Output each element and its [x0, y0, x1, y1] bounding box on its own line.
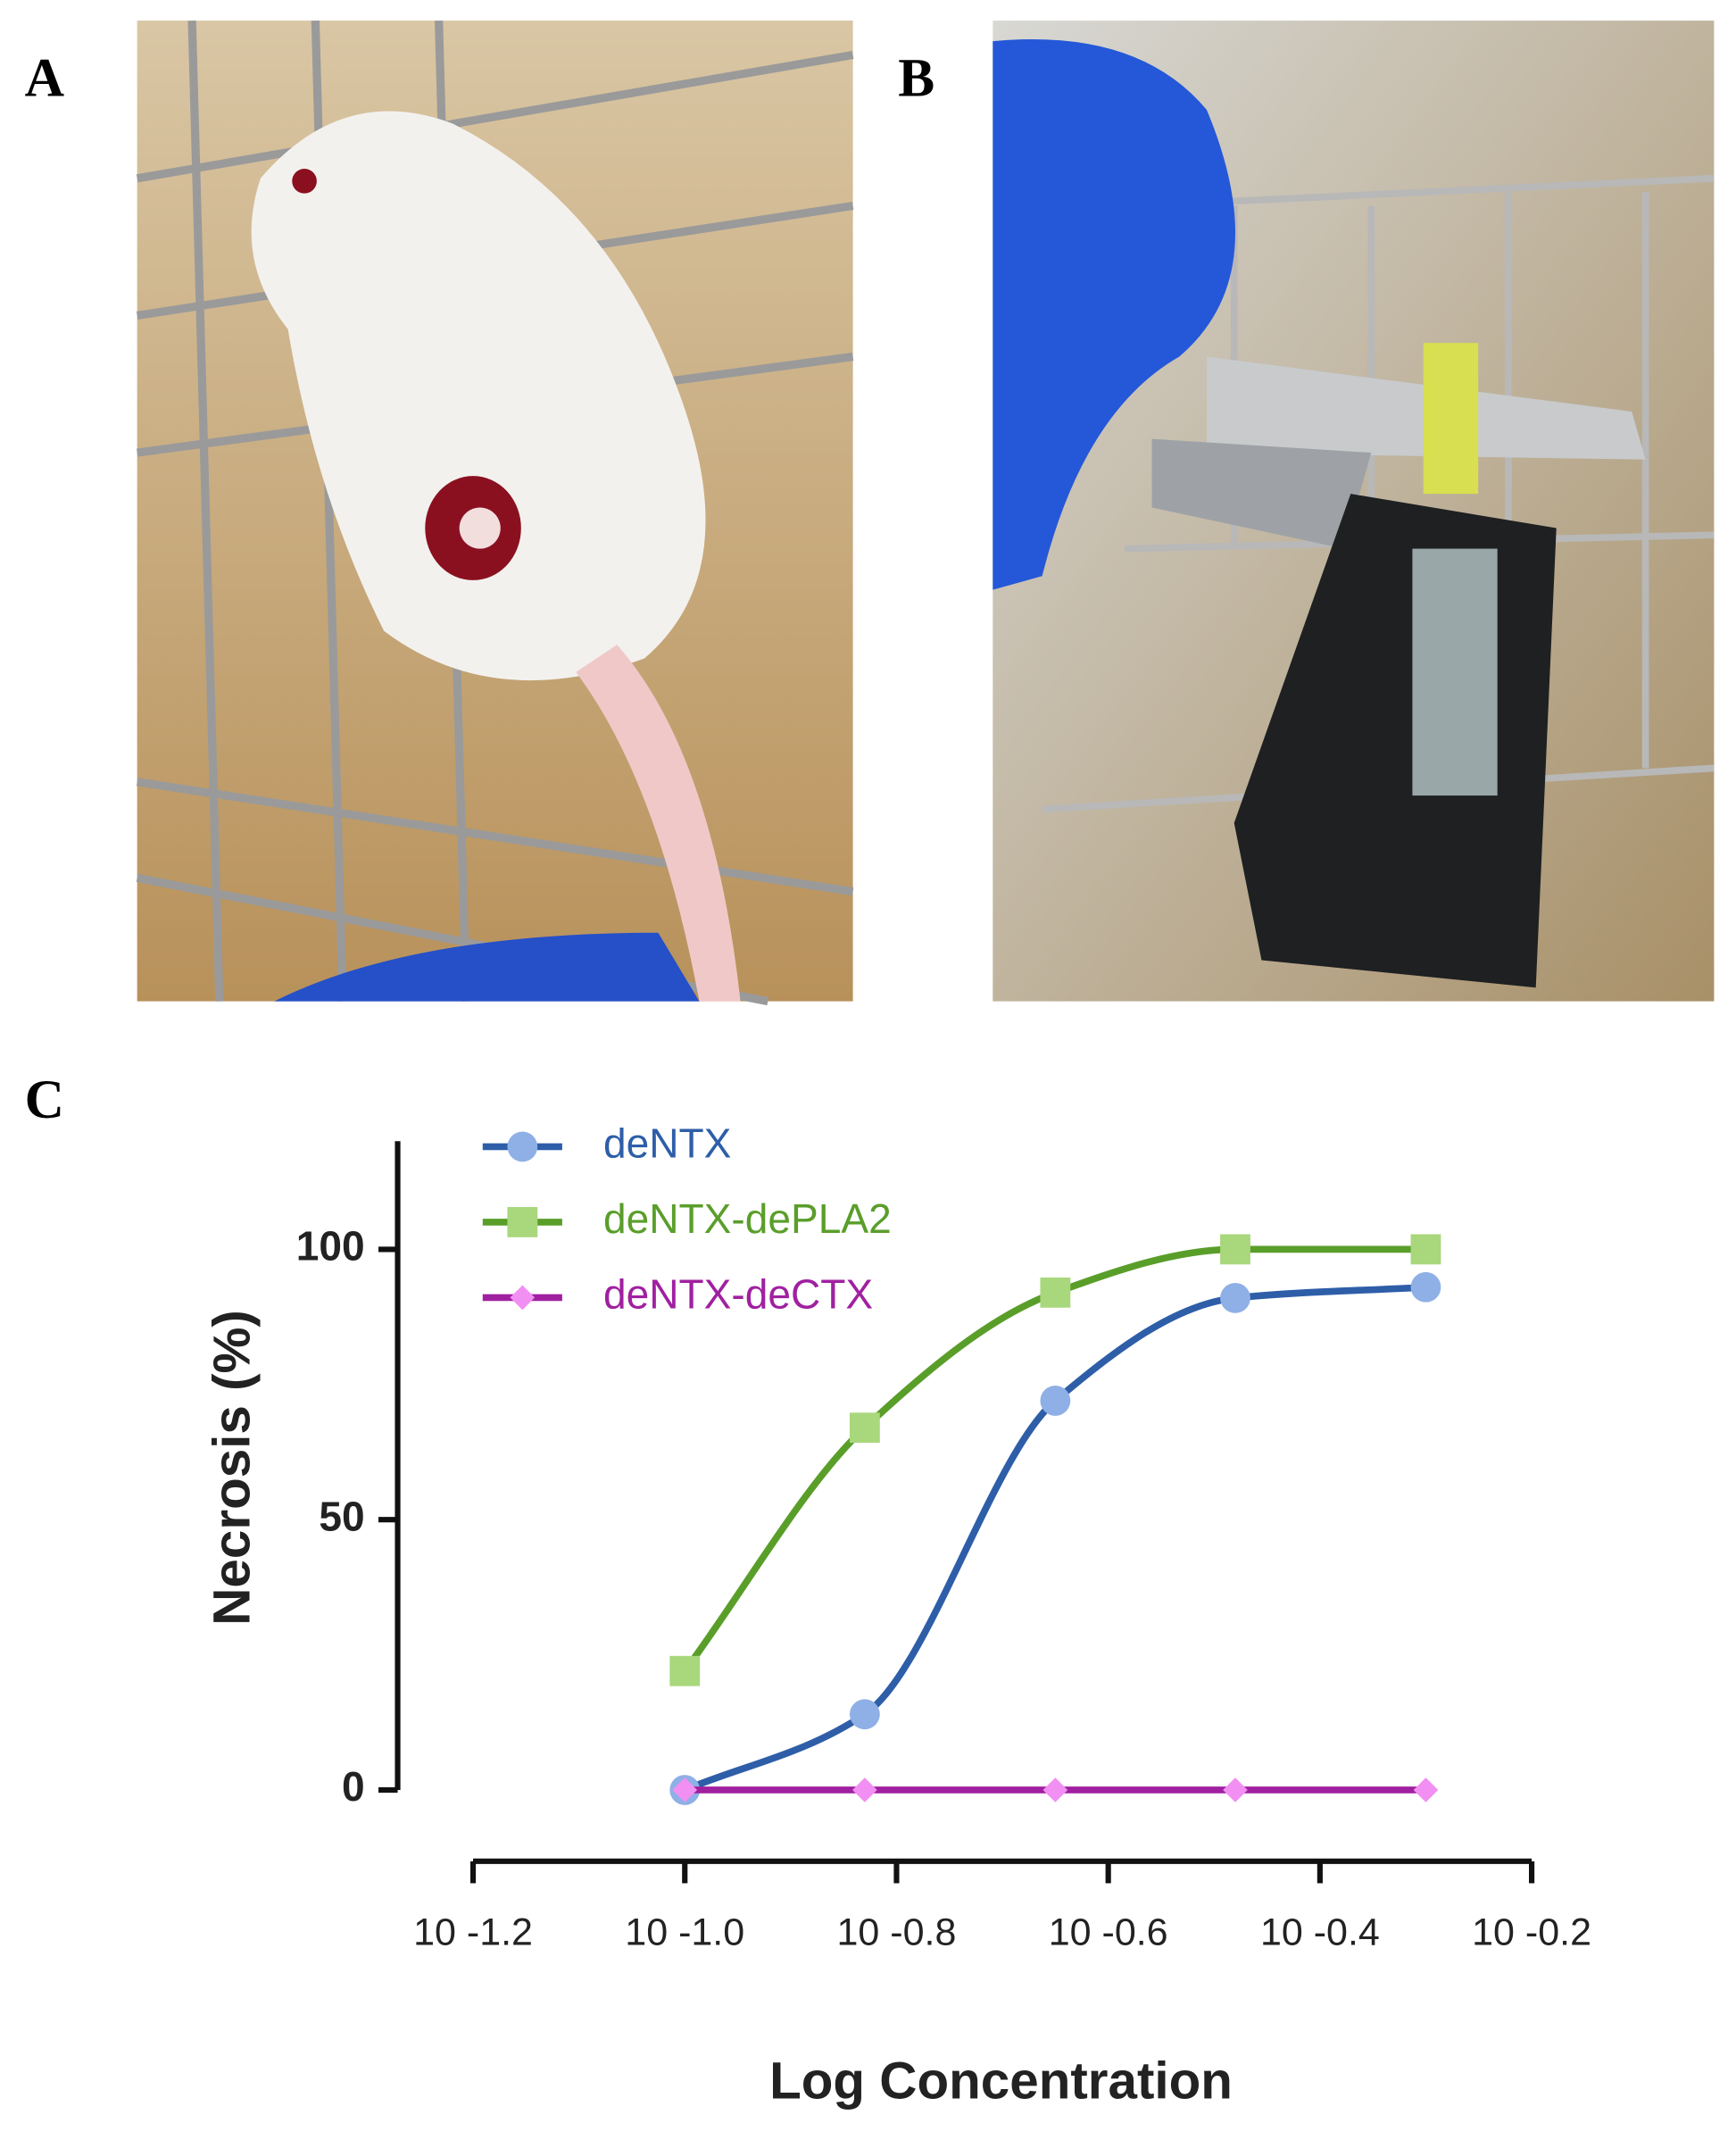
data-point — [852, 1778, 877, 1802]
panel-label: C — [25, 1070, 64, 1130]
data-point — [1040, 1277, 1071, 1308]
panel-label: A — [25, 48, 64, 109]
data-point — [849, 1699, 880, 1730]
legend-label: deNTX-deCTX — [603, 1271, 873, 1318]
series-line — [683, 1283, 1426, 1794]
data-point — [1223, 1778, 1248, 1802]
y-tick-label: 50 — [319, 1493, 364, 1539]
x-tick-label: 10 -0.2 — [1472, 1911, 1591, 1954]
x-axis-label: Log Concentration — [769, 2052, 1233, 2111]
panel-label: B — [898, 48, 934, 109]
x-tick-label: 10 -0.8 — [837, 1911, 957, 1954]
y-axis-label: Necrosis (%) — [204, 1310, 262, 1626]
legend-label: deNTX — [603, 1120, 731, 1167]
data-point — [669, 1655, 701, 1686]
series-line — [682, 1245, 1426, 1674]
data-point — [849, 1412, 880, 1444]
legend-marker — [507, 1207, 538, 1237]
chart: Necrosis (%) Log Concentration 0 50 100 10 … — [204, 1120, 1591, 2111]
data-point — [1220, 1234, 1250, 1265]
photo-b — [993, 21, 1715, 1002]
data-point — [1220, 1282, 1250, 1313]
photo-a — [136, 20, 854, 1006]
y-tick-label: 0 — [342, 1763, 365, 1810]
legend-marker — [510, 1285, 536, 1311]
data-point — [1410, 1234, 1441, 1265]
x-tick-label: 10 -0.4 — [1260, 1911, 1380, 1954]
x-tick-label: 10 -0.6 — [1049, 1911, 1168, 1954]
x-tick-label: 10 -1.0 — [625, 1911, 744, 1954]
data-point — [1040, 1386, 1071, 1416]
x-tick-label: 10 -1.2 — [413, 1911, 533, 1954]
legend-label: deNTX-dePLA2 — [603, 1195, 892, 1242]
y-tick-label: 100 — [296, 1223, 365, 1270]
data-point — [1410, 1271, 1441, 1303]
data-point — [1042, 1778, 1068, 1802]
data-point — [1413, 1778, 1439, 1802]
legend-marker — [507, 1131, 538, 1162]
